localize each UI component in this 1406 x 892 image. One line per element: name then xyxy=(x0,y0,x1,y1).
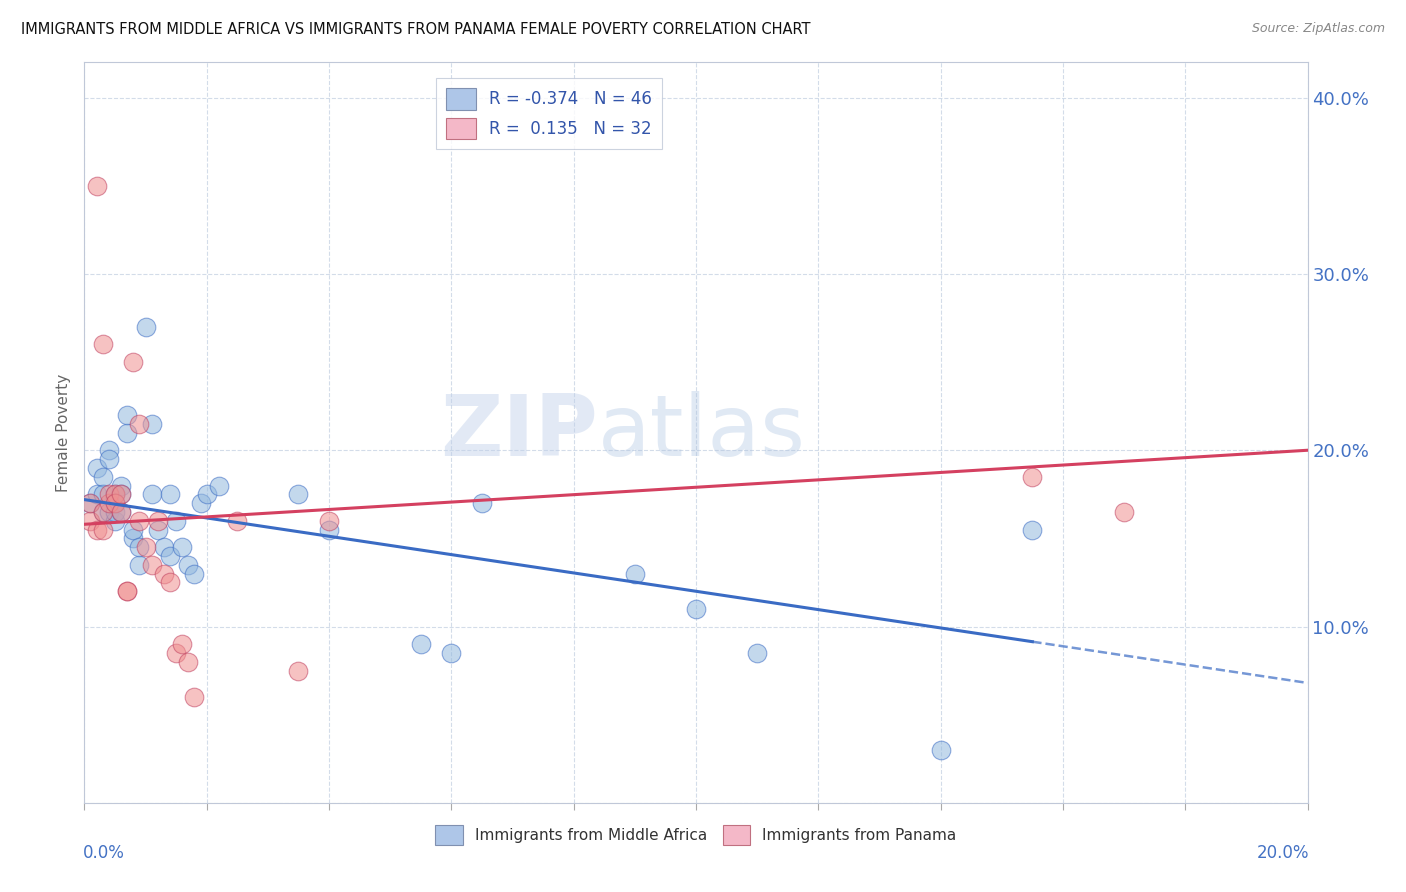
Point xyxy=(172,540,194,554)
Point xyxy=(177,558,200,572)
Point xyxy=(135,540,157,554)
Point xyxy=(929,743,952,757)
Point xyxy=(153,540,176,554)
Point xyxy=(440,646,463,660)
Point xyxy=(208,478,231,492)
Point xyxy=(165,646,187,660)
Point xyxy=(104,514,127,528)
Point xyxy=(79,496,101,510)
Point xyxy=(97,505,120,519)
Point xyxy=(122,355,145,369)
Point xyxy=(146,514,169,528)
Point xyxy=(226,514,249,528)
Point xyxy=(110,478,132,492)
Point xyxy=(165,514,187,528)
Point xyxy=(318,514,340,528)
Point xyxy=(135,319,157,334)
Point xyxy=(104,496,127,510)
Point xyxy=(104,496,127,510)
Point xyxy=(86,487,108,501)
Point xyxy=(318,523,340,537)
Point xyxy=(104,505,127,519)
Point xyxy=(153,566,176,581)
Point xyxy=(128,417,150,431)
Point xyxy=(91,337,114,351)
Point xyxy=(1021,469,1043,483)
Point xyxy=(190,496,212,510)
Point xyxy=(97,496,120,510)
Point xyxy=(115,584,138,599)
Point xyxy=(128,514,150,528)
Point xyxy=(91,469,114,483)
Point xyxy=(685,602,707,616)
Point xyxy=(287,664,309,678)
Point xyxy=(115,425,138,440)
Point xyxy=(747,646,769,660)
Point xyxy=(115,584,138,599)
Point xyxy=(91,523,114,537)
Text: 0.0%: 0.0% xyxy=(83,844,125,862)
Point xyxy=(146,523,169,537)
Point xyxy=(141,558,163,572)
Point xyxy=(86,461,108,475)
Point xyxy=(122,532,145,546)
Text: ZIP: ZIP xyxy=(440,391,598,475)
Point xyxy=(1114,505,1136,519)
Point xyxy=(115,408,138,422)
Point xyxy=(122,523,145,537)
Point xyxy=(624,566,647,581)
Text: atlas: atlas xyxy=(598,391,806,475)
Point xyxy=(471,496,494,510)
Point xyxy=(141,487,163,501)
Point xyxy=(141,417,163,431)
Point xyxy=(91,505,114,519)
Point xyxy=(104,487,127,501)
Point xyxy=(110,505,132,519)
Point xyxy=(183,690,205,704)
Text: 20.0%: 20.0% xyxy=(1257,844,1309,862)
Text: IMMIGRANTS FROM MIDDLE AFRICA VS IMMIGRANTS FROM PANAMA FEMALE POVERTY CORRELATI: IMMIGRANTS FROM MIDDLE AFRICA VS IMMIGRA… xyxy=(21,22,811,37)
Text: Source: ZipAtlas.com: Source: ZipAtlas.com xyxy=(1251,22,1385,36)
Point xyxy=(86,178,108,193)
Point xyxy=(79,496,101,510)
Point xyxy=(159,575,181,590)
Point xyxy=(128,558,150,572)
Point xyxy=(1021,523,1043,537)
Point xyxy=(91,505,114,519)
Point xyxy=(91,487,114,501)
Point xyxy=(172,637,194,651)
Point xyxy=(104,487,127,501)
Point xyxy=(97,487,120,501)
Point xyxy=(110,505,132,519)
Point xyxy=(177,655,200,669)
Point xyxy=(128,540,150,554)
Point xyxy=(159,549,181,563)
Point xyxy=(110,487,132,501)
Point xyxy=(409,637,432,651)
Point xyxy=(195,487,218,501)
Point xyxy=(97,443,120,458)
Point xyxy=(86,523,108,537)
Y-axis label: Female Poverty: Female Poverty xyxy=(56,374,72,491)
Point xyxy=(287,487,309,501)
Point xyxy=(79,514,101,528)
Point xyxy=(183,566,205,581)
Point xyxy=(97,452,120,467)
Legend: Immigrants from Middle Africa, Immigrants from Panama: Immigrants from Middle Africa, Immigrant… xyxy=(429,819,963,851)
Point xyxy=(110,487,132,501)
Point xyxy=(159,487,181,501)
